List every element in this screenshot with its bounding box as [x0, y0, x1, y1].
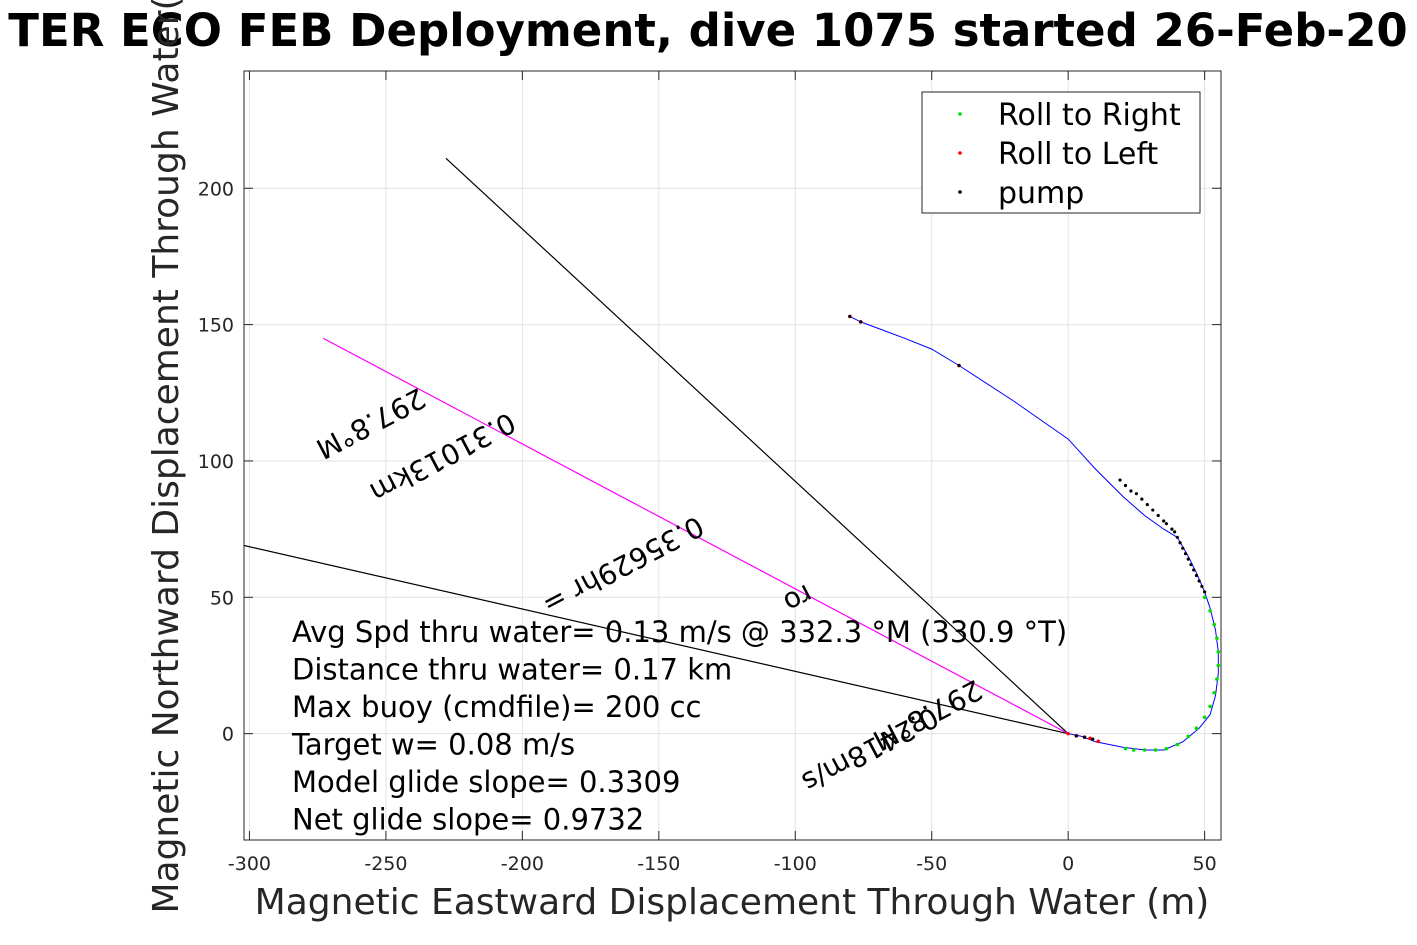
axis-ticks: -300 -250 -200 -150 -100 -50 0 50 0 50 100 150 200 [198, 71, 1221, 875]
pump-point [1145, 502, 1149, 507]
pump-point [1181, 546, 1185, 550]
plot-data [244, 157, 1221, 752]
pump-point [1074, 734, 1078, 738]
roll-right-point [1212, 690, 1216, 695]
roll-left-point [1066, 731, 1070, 736]
roll-left-point [1088, 736, 1092, 741]
rotated-label: ro [778, 578, 818, 620]
x-tick-label: -200 [501, 853, 544, 875]
roll-right-point [1186, 734, 1191, 739]
pump-point [1173, 530, 1177, 534]
roll-right-point [1216, 650, 1221, 654]
roll-right-point [1153, 748, 1158, 752]
roll-right-point [1215, 636, 1219, 641]
y-tick-label: 0 [222, 724, 234, 746]
pump-point [1091, 737, 1095, 741]
roll-right-point [1215, 677, 1219, 681]
annotation-line: Net glide slope= 0.9732 [292, 803, 644, 837]
y-axis-label: Magnetic Northward Displacement Through … [146, 0, 187, 914]
pump-point [957, 363, 961, 368]
rotated-label: 0.35629hr = [537, 509, 709, 621]
legend-marker [958, 151, 962, 155]
heading-ray [244, 544, 1069, 735]
pump-point [1134, 492, 1138, 496]
roll-right-point [1194, 726, 1199, 730]
legend-label: pump [998, 176, 1084, 211]
legend-box [921, 91, 1201, 214]
legend-marker [958, 112, 962, 116]
x-tick-label: -150 [637, 853, 680, 875]
pump-point [1164, 522, 1169, 526]
pump-point [1189, 562, 1193, 567]
roll-right-point [1202, 715, 1207, 720]
annotation-block: Avg Spd thru water= 0.13 m/s @ 332.3 °M … [291, 615, 1067, 837]
roll-left-point [1096, 739, 1100, 744]
plot-area-frame [243, 70, 1222, 841]
annotation-line: Max buoy (cmdfile)= 200 cc [292, 690, 701, 724]
pump-point [1151, 508, 1155, 512]
roll-right-point [1164, 746, 1169, 751]
roll-right-point [1212, 622, 1216, 627]
pump-point [1162, 519, 1166, 523]
pump-point [1175, 535, 1179, 539]
y-tick-label: 100 [198, 451, 234, 473]
track-line [849, 315, 1219, 751]
pump-point [1194, 573, 1199, 578]
x-tick-label: 50 [1193, 853, 1217, 875]
y-tick-label: 150 [198, 315, 234, 337]
rotated-label: 297.8°M [311, 381, 431, 465]
roll-right-point [1123, 746, 1128, 751]
roll-right-point [1131, 748, 1136, 752]
annotation-line: Avg Spd thru water= 0.13 m/s @ 332.3 °M … [292, 615, 1067, 649]
pump-point [1186, 557, 1190, 561]
heading-ray [445, 157, 1069, 735]
pump-point [1200, 584, 1204, 588]
pump-point [1123, 483, 1128, 488]
x-tick-label: -100 [774, 853, 817, 875]
pump-point [859, 320, 863, 324]
roll-right-point [1208, 609, 1212, 613]
roll-right-point [1142, 748, 1147, 752]
y-tick-label: 50 [210, 587, 234, 609]
roll-right-point [1208, 704, 1212, 709]
pump-point [1156, 513, 1160, 518]
pump-point [1082, 735, 1087, 739]
pump-point [1203, 590, 1207, 594]
annotation-line: Model glide slope= 0.3309 [292, 765, 680, 799]
heading-ray [322, 337, 1069, 735]
x-tick-label: 0 [1062, 853, 1074, 875]
roll-right-point [1216, 663, 1221, 668]
pump-point [1140, 497, 1144, 501]
roll-right-point [1175, 742, 1180, 747]
legend-marker [958, 190, 962, 194]
pump-point [1183, 552, 1188, 556]
y-tick-label: 200 [198, 178, 234, 200]
pump-point [1170, 527, 1174, 531]
legend-label: Roll to Right [998, 98, 1181, 133]
legend: Roll to Right Roll to Left pump [921, 91, 1201, 214]
x-tick-label: -250 [364, 853, 407, 875]
roll-right-point [1202, 595, 1207, 600]
annotation-line: Distance thru water= 0.17 km [292, 653, 732, 687]
legend-label: Roll to Left [998, 137, 1158, 172]
pump-point [1197, 579, 1201, 583]
pump-point [1129, 489, 1133, 493]
pump-point [1178, 541, 1182, 545]
x-axis-label: Magnetic Eastward Displacement Through W… [255, 882, 1210, 923]
pump-point [1118, 478, 1122, 482]
x-tick-label: -300 [228, 853, 271, 875]
rotated-label: 0.2418m/s [796, 700, 943, 799]
annotation-line: Target w= 0.08 m/s [291, 728, 575, 762]
chart-title: TER ECO FEB Deployment, dive 1075 starte… [8, 4, 1407, 57]
pump-point [848, 314, 852, 319]
pump-point [1192, 568, 1196, 572]
x-tick-label: -50 [916, 853, 947, 875]
